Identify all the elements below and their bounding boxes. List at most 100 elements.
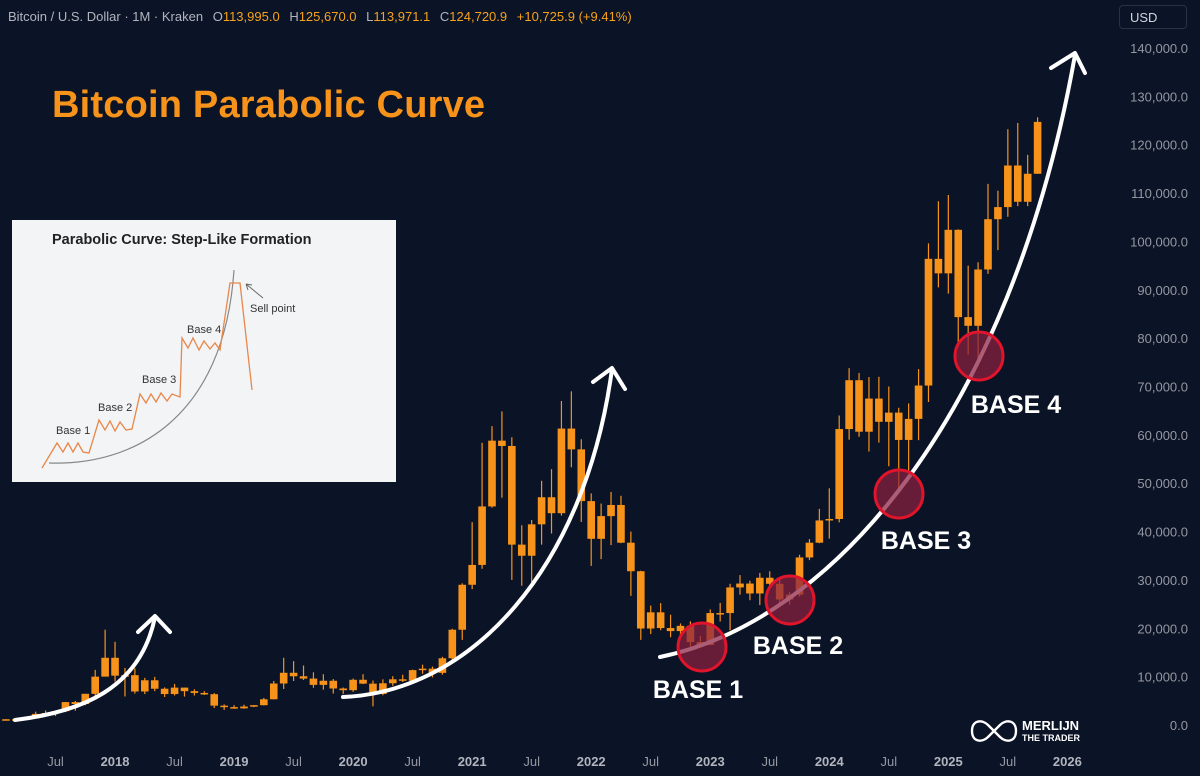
candle-body [914,385,923,419]
candle-body [656,612,665,629]
change-value: +10,725.9 (+9.41%) [516,9,632,24]
candle [537,480,546,545]
candle [617,495,625,544]
candle [736,575,744,595]
candle-body [666,628,675,632]
candle [627,531,635,596]
candle [865,377,873,452]
candle [389,676,397,686]
candle [91,669,99,699]
candle-body [567,428,576,450]
candle [716,602,724,622]
x-tick-label: 2021 [458,754,487,769]
candle [607,491,615,546]
candle-body [865,398,873,432]
close-value: 124,720.9 [449,9,508,24]
candle [180,687,189,697]
infinity-logo-icon [970,720,1018,742]
candle-body [637,571,645,629]
x-tick-label: Jul [642,754,659,769]
x-tick-label: Jul [523,754,540,769]
candle [309,672,318,688]
candle-body [646,612,655,629]
sell-point-arrow-icon [245,283,264,299]
arrow-curve-2017 [13,615,157,722]
candle [458,583,467,640]
x-tick-label: 2026 [1053,754,1082,769]
x-tick-label: Jul [404,754,421,769]
candle-body [627,542,635,572]
candle [359,674,367,685]
candle [646,605,655,635]
candle-body [398,679,407,681]
candle-body [448,629,457,659]
x-tick-label: 2020 [339,754,368,769]
candle [805,539,814,561]
candle-body [527,524,536,556]
y-tick-label: 120,000.0 [1130,138,1188,153]
candle [994,190,1002,251]
candle [498,411,506,498]
candle-body [91,676,99,694]
candle-body [418,668,427,671]
candle [468,522,476,590]
candle [488,426,496,508]
candle-body [587,501,595,539]
base-2-circle [764,574,816,626]
candle [637,570,645,640]
price-axis: 0.0 10,000.0 20,000.0 30,000.0 40,000.0 50,00… [1130,41,1188,733]
currency-button[interactable]: USD [1119,5,1187,29]
arrow-head-icon [1049,51,1087,75]
candle-body [676,625,685,632]
y-tick-label: 90,000.0 [1137,283,1188,298]
y-tick-label: 80,000.0 [1137,331,1188,346]
candle-body [329,680,338,689]
candle-body [547,497,556,514]
candle-body [488,440,496,507]
candle [577,439,586,522]
low-value: 113,971.1 [373,9,431,24]
inset-base-4: Base 4 [187,324,221,336]
chart-title: Bitcoin Parabolic Curve [52,84,486,126]
candle-body [389,679,397,684]
candle [954,229,963,347]
arrow-curve-2021 [341,367,614,699]
candle-body [557,428,566,514]
symbol-header: Bitcoin / U.S. Dollar · 1M · Kraken O113… [8,9,632,24]
y-tick-label: 0.0 [1170,718,1188,733]
candle [547,469,556,534]
candle-body [498,440,506,446]
candle-body [190,691,199,693]
x-tick-label: 2018 [101,754,130,769]
x-tick-label: 2024 [815,754,845,769]
candle-body [458,584,467,630]
candle [508,437,516,580]
candle [924,243,933,402]
open-value: 113,995.0 [222,9,280,24]
y-tick-label: 30,000.0 [1137,573,1188,588]
candle [160,687,169,698]
candle [418,664,427,674]
candle-body [279,672,288,684]
candle-body [765,577,774,584]
x-tick-label: 2019 [220,754,249,769]
candle-body [885,412,893,422]
candle [845,368,853,440]
time-axis: Jul 2018 Jul 2019 Jul 2020 Jul 2021 Jul 2022 Jul 20… [47,754,1082,769]
candle [984,183,992,274]
candle-body [875,398,883,422]
candle-body [220,705,228,708]
candle [597,503,605,560]
candle-body [250,705,258,707]
candle [319,674,328,690]
base-4-label: BASE 4 [970,391,1062,419]
candle [567,391,576,468]
y-tick-label: 60,000.0 [1137,428,1188,443]
candle-body [805,542,814,558]
y-tick-label: 40,000.0 [1137,525,1188,540]
candle-body [170,687,179,695]
candle [269,680,278,700]
candle [279,657,288,689]
candle [448,628,457,662]
